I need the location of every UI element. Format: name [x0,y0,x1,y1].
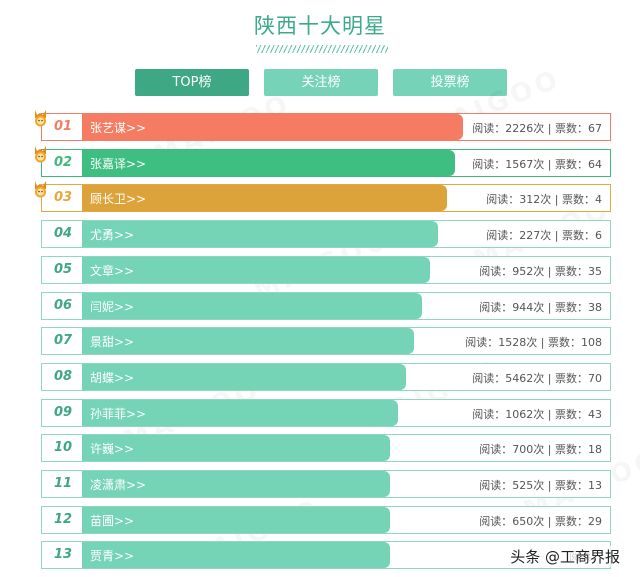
rank-number: 11 [54,476,73,491]
rank-bar [82,293,422,319]
read-vote-stats: 阅读：700次 | 票数：18 [479,443,602,456]
tab-follow[interactable]: 关注榜 [264,69,378,96]
star-name-link[interactable]: 张艺谋>> [90,121,147,135]
rank-cell: 05 [42,257,83,283]
rank-cell: 11 [42,471,83,497]
ranking-row[interactable]: 09 孙菲菲>> 阅读：1062次 | 票数：43 [41,399,611,427]
read-vote-stats: 阅读：1062次 | 票数：43 [472,408,602,421]
rank-cell: 13 [42,542,83,568]
read-vote-stats: 阅读：952次 | 票数：35 [479,265,602,278]
rank-number: 10 [54,440,73,455]
rank-cell: 04 [42,221,83,247]
ranking-row[interactable]: 05 文章>> 阅读：952次 | 票数：35 [41,256,611,284]
rank-cell: 10 [42,435,83,461]
read-vote-stats: 阅读：1528次 | 票数：108 [465,336,602,349]
ranking-row[interactable]: 06 闫妮>> 阅读：944次 | 票数：38 [41,292,611,320]
page-title: 陕西十大明星 [254,14,386,38]
rank-bar [82,400,398,426]
title-underline-decoration [256,45,388,53]
ranking-row[interactable]: 04 尤勇>> 阅读：227次 | 票数：6 [41,220,611,248]
rank-bar [82,471,390,497]
rank-number: 07 [54,333,73,348]
rank-cell: 08 [42,364,83,390]
read-vote-stats: 阅读：525次 | 票数：13 [479,479,602,492]
star-name-link[interactable]: 闫妮>> [90,300,135,314]
rank-cell: 07 [42,328,83,354]
rank-number: 03 [54,190,73,205]
tab-top[interactable]: TOP榜 [135,69,249,96]
star-name-link[interactable]: 文章>> [90,264,135,278]
rank-bar [82,542,390,568]
rank-bar [82,364,406,390]
rank-bar [82,328,414,354]
read-vote-stats: 阅读：312次 | 票数：4 [486,193,602,206]
ranking-row[interactable]: 03 顾长卫>> 阅读：312次 | 票数：4 [41,184,611,212]
star-name-link[interactable]: 凌潇肃>> [90,478,147,492]
read-vote-stats: 阅读：1567次 | 票数：64 [472,158,602,171]
source-watermark: 头条 @工商界报 [506,546,624,567]
rank-bar [82,114,463,140]
read-vote-stats: 阅读：227次 | 票数：6 [486,229,602,242]
read-vote-stats: 阅读：2226次 | 票数：67 [472,122,602,135]
rank-number: 05 [54,262,73,277]
star-name-link[interactable]: 孙菲菲>> [90,407,147,421]
ranking-row[interactable]: 10 许巍>> 阅读：700次 | 票数：18 [41,434,611,462]
rank-bar [82,435,390,461]
star-name-link[interactable]: 景甜>> [90,335,135,349]
ranking-row[interactable]: 12 苗圃>> 阅读：650次 | 票数：29 [41,506,611,534]
rank-bar [82,150,455,176]
ranking-row[interactable]: 07 景甜>> 阅读：1528次 | 票数：108 [41,327,611,355]
star-name-link[interactable]: 张嘉译>> [90,157,147,171]
ranking-row[interactable]: 01 张艺谋>> 阅读：2226次 | 票数：67 [41,113,611,141]
ranking-row[interactable]: 11 凌潇肃>> 阅读：525次 | 票数：13 [41,470,611,498]
rank-bar [82,257,430,283]
rank-medal-icon [35,181,46,198]
rank-cell: 09 [42,400,83,426]
ranking-row[interactable]: 08 胡蝶>> 阅读：5462次 | 票数：70 [41,363,611,391]
rank-cell: 01 [42,114,83,140]
star-name-link[interactable]: 胡蝶>> [90,371,135,385]
read-vote-stats: 阅读：5462次 | 票数：70 [472,372,602,385]
rank-number: 12 [54,512,73,527]
rank-medal-icon [35,146,46,163]
rank-cell: 12 [42,507,83,533]
star-name-link[interactable]: 许巍>> [90,442,135,456]
star-name-link[interactable]: 尤勇>> [90,228,135,242]
read-vote-stats: 阅读：944次 | 票数：38 [479,301,602,314]
star-name-link[interactable]: 苗圃>> [90,514,135,528]
rank-number: 04 [54,226,73,241]
rank-bar [82,221,438,247]
rank-bar [82,507,390,533]
rank-cell: 03 [42,185,83,211]
rank-medal-icon [35,110,46,127]
tab-vote[interactable]: 投票榜 [393,69,507,96]
ranking-row[interactable]: 02 张嘉译>> 阅读：1567次 | 票数：64 [41,149,611,177]
rank-number: 09 [54,405,73,420]
rank-number: 08 [54,369,73,384]
rank-number: 01 [54,119,73,134]
read-vote-stats: 阅读：650次 | 票数：29 [479,515,602,528]
rank-cell: 02 [42,150,83,176]
rank-cell: 06 [42,293,83,319]
rank-bar [82,185,447,211]
star-name-link[interactable]: 贾青>> [90,549,135,563]
rank-number: 13 [54,547,73,562]
star-name-link[interactable]: 顾长卫>> [90,192,147,206]
rank-number: 02 [54,155,73,170]
rank-number: 06 [54,298,73,313]
